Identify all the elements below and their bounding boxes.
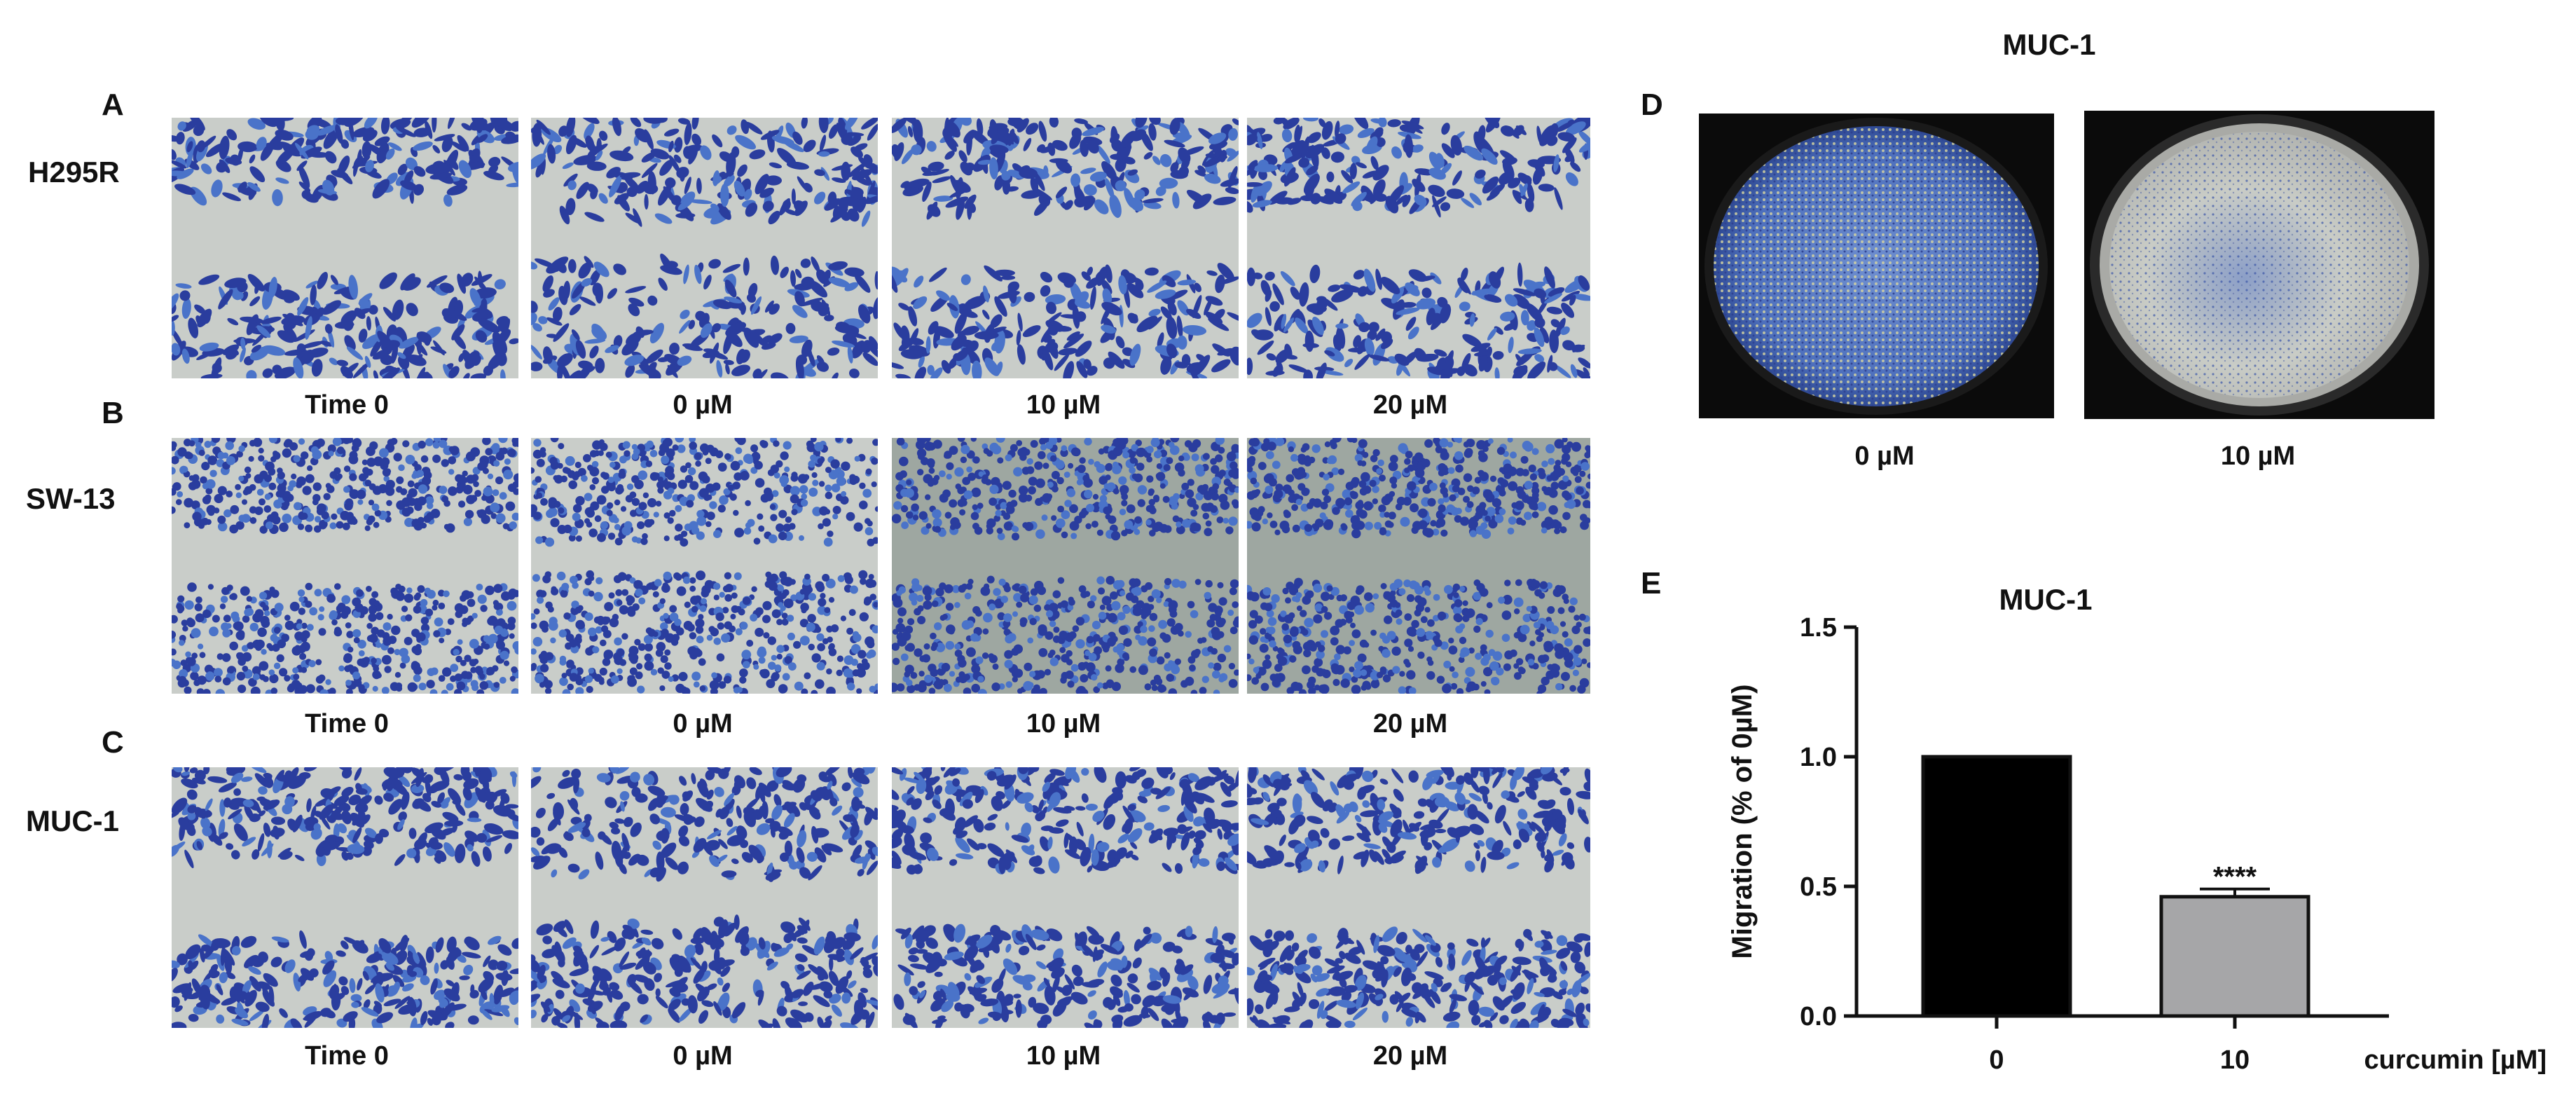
caption-b-0um: 0 µM (673, 709, 733, 739)
micrograph-b-time0 (172, 438, 518, 694)
caption-a-time0: Time 0 (305, 390, 389, 420)
y-tick-label: 1.5 (1800, 613, 1837, 643)
micrograph-c-20um (1247, 767, 1590, 1028)
caption-c-10um: 10 µM (1026, 1041, 1101, 1071)
caption-c-time0: Time 0 (305, 1041, 389, 1071)
caption-a-20um: 20 µM (1372, 390, 1448, 420)
bar-10 (2159, 895, 2310, 1018)
caption-a-0um: 0 µM (673, 390, 733, 420)
caption-d-0um: 0 µM (1854, 441, 1915, 471)
bar-0 (1921, 755, 2072, 1018)
caption-c-20um: 20 µM (1372, 1041, 1448, 1071)
micrograph-a-20um (1247, 118, 1590, 378)
micrograph-b-20um (1247, 438, 1590, 694)
x-axis-label: curcumin [µM] (2364, 1045, 2547, 1075)
x-tick-label: 10 (2220, 1045, 2250, 1075)
row-label-h295r: H295R (28, 156, 120, 188)
panel-letter-a: A (102, 88, 124, 122)
chart-title: MUC-1 (1999, 583, 2093, 616)
significance-marker: **** (2213, 862, 2257, 893)
row-label-sw13: SW-13 (26, 482, 116, 515)
micrograph-c-0um (531, 767, 878, 1028)
micrograph-b-10um (892, 438, 1239, 694)
micrograph-c-time0 (172, 767, 518, 1028)
caption-b-time0: Time 0 (305, 709, 389, 739)
caption-b-20um: 20 µM (1372, 709, 1448, 739)
y-axis-label: Migration (% of 0µM) (1727, 685, 1758, 959)
caption-d-10um: 10 µM (2220, 441, 2296, 471)
micrograph-b-0um (531, 438, 878, 694)
panel-letter-e: E (1641, 566, 1662, 600)
caption-a-10um: 10 µM (1026, 390, 1101, 420)
transwell-image-0um (1699, 114, 2054, 418)
y-tick-label: 0.5 (1800, 872, 1837, 902)
y-tick-label: 0.0 (1800, 1002, 1837, 1031)
caption-c-0um: 0 µM (673, 1041, 733, 1071)
micrograph-c-10um (892, 767, 1239, 1028)
panel-letter-b: B (102, 396, 124, 430)
transwell-image-10um (2084, 111, 2434, 419)
micrograph-a-0um (531, 118, 878, 378)
panel-d-title: MUC-1 (2002, 28, 2096, 61)
x-tick-label: 0 (1989, 1045, 2004, 1075)
micrograph-a-time0 (172, 118, 518, 378)
panel-letter-c: C (102, 725, 124, 760)
row-label-muc1: MUC-1 (26, 804, 119, 837)
y-tick-label: 1.0 (1800, 743, 1837, 772)
migration-bar-chart: MUC-1 0.0 0.5 1.0 1.5 Migration (% of 0µM) 0 **… (1695, 575, 2576, 1079)
caption-b-10um: 10 µM (1026, 709, 1101, 739)
micrograph-a-10um (892, 118, 1239, 378)
panel-letter-d: D (1641, 88, 1663, 122)
